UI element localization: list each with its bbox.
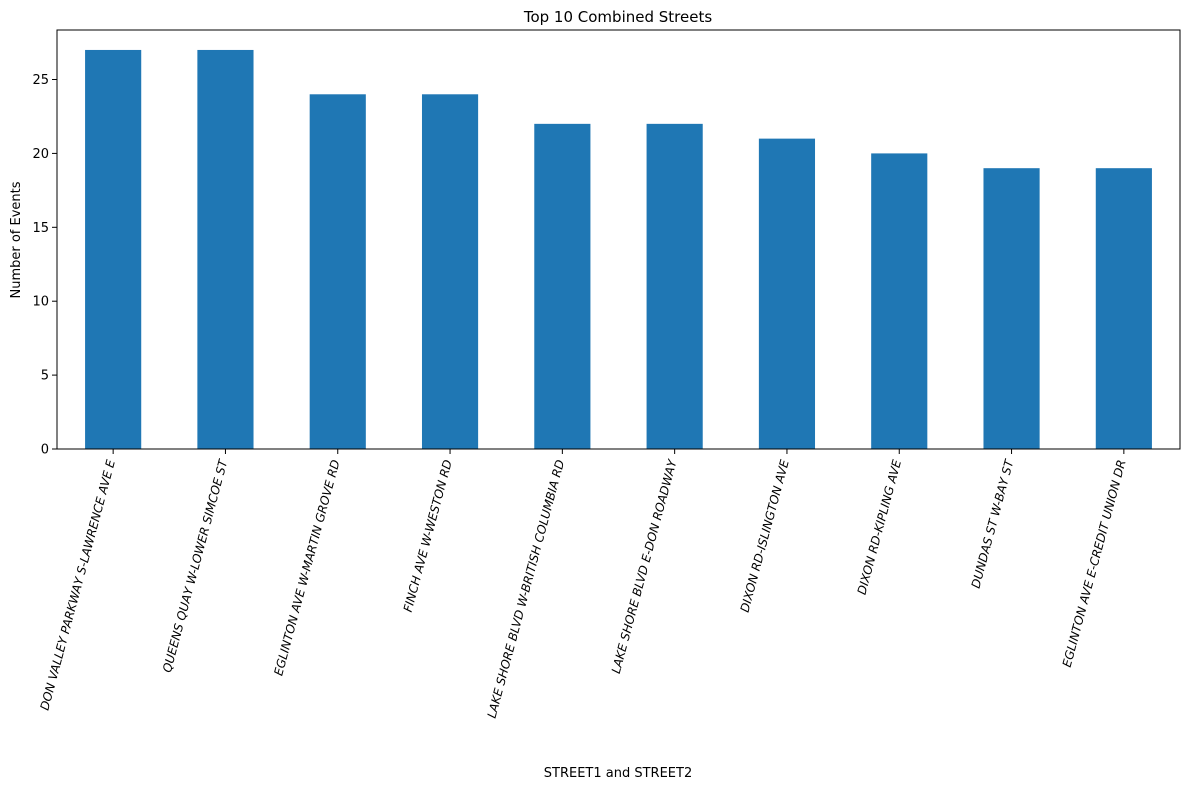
x-tick-label: LAKE SHORE BLVD W-BRITISH COLUMBIA RD bbox=[485, 458, 568, 720]
bars-group bbox=[85, 49, 1152, 449]
bar bbox=[85, 49, 142, 449]
bar bbox=[983, 168, 1040, 449]
x-tick-label: EGLINTON AVE E-CREDIT UNION DR bbox=[1060, 458, 1129, 668]
x-tick-label: LAKE SHORE BLVD E-DON ROADWAY bbox=[609, 457, 680, 675]
bar bbox=[871, 153, 928, 449]
x-axis-label: STREET1 and STREET2 bbox=[544, 766, 692, 781]
plot-frame bbox=[56, 29, 1181, 450]
y-tick-label: 15 bbox=[32, 221, 49, 236]
y-tick-label: 25 bbox=[32, 73, 49, 88]
y-tick-label: 20 bbox=[32, 147, 49, 162]
x-tick-label: DUNDAS ST W-BAY ST bbox=[969, 457, 1017, 590]
y-tick-label: 0 bbox=[41, 443, 49, 458]
bar bbox=[197, 49, 254, 449]
chart-title: Top 10 Combined Streets bbox=[523, 8, 712, 26]
y-tick-label: 5 bbox=[41, 369, 49, 384]
bar bbox=[421, 94, 479, 449]
bar bbox=[309, 94, 366, 449]
bar bbox=[758, 138, 816, 449]
bar bbox=[534, 123, 591, 449]
y-axis-label: Number of Events bbox=[9, 181, 24, 298]
x-axis: DON VALLEY PARKWAY S-LAWRENCE AVE E QUEEN… bbox=[38, 449, 1129, 720]
x-tick-label: EGLINTON AVE W-MARTIN GROVE RD bbox=[271, 458, 342, 677]
x-tick-label: DIXON RD-ISLINGTON AVE bbox=[738, 458, 792, 614]
y-axis: 0 5 10 15 20 25 bbox=[32, 73, 57, 458]
x-tick-label: QUEENS QUAY W-LOWER SIMCOE ST bbox=[160, 457, 231, 674]
bar bbox=[1095, 168, 1152, 449]
y-tick-label: 10 bbox=[32, 295, 49, 310]
x-tick-label: FINCH AVE W-WESTON RD bbox=[401, 458, 455, 613]
x-tick-label: DON VALLEY PARKWAY S-LAWRENCE AVE E bbox=[38, 458, 119, 712]
bar bbox=[646, 123, 703, 449]
x-tick-label: DIXON RD-KIPLING AVE bbox=[855, 458, 905, 596]
